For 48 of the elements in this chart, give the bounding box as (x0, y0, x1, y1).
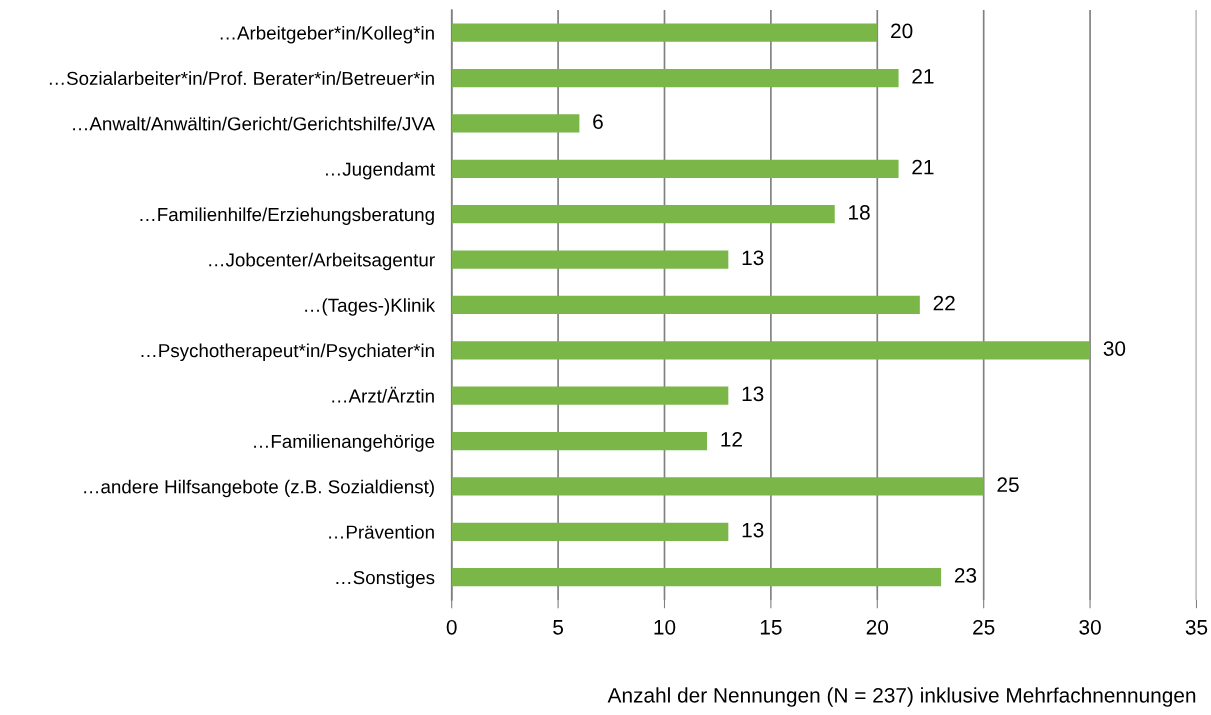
data-label: 13 (742, 386, 764, 402)
bar (451, 23, 878, 42)
bar (451, 295, 920, 315)
x-tick-label: 15 (760, 620, 782, 635)
y-tick-label: …Anwalt/Anwältin/Gericht/Gerichtshilfe/JVA (73, 116, 436, 131)
x-tick-label: 0 (446, 619, 457, 635)
bar (451, 205, 835, 224)
y-tick-label: …Psychotherapeut*in/Psychiater*in (141, 343, 434, 362)
x-axis-title: Anzahl der Nennungen (N = 237) inklusive Mehrfachnennungen (607, 687, 1196, 707)
data-label: 13 (742, 522, 764, 538)
y-tick-label: …Arbeitgeber*in/Kolleg*in (220, 25, 434, 44)
bar (451, 69, 899, 88)
y-tick-label: …Sonstiges (336, 570, 435, 588)
bar (451, 386, 729, 405)
y-tick-label: …Jugendamt (326, 162, 435, 180)
bar (451, 159, 899, 178)
data-label: 13 (742, 250, 764, 266)
data-label: 12 (721, 431, 742, 447)
bar (451, 114, 580, 133)
data-label: 18 (849, 205, 870, 220)
x-tick-label: 30 (1079, 619, 1101, 635)
x-tick-label: 5 (553, 620, 564, 635)
bar (451, 522, 729, 541)
x-tick-label: 35 (1185, 619, 1208, 635)
y-tick-label: …Arzt/Ärztin (332, 386, 434, 403)
y-tick-label: …Sozialarbeiter*in/Prof. Berater*in/Betreuer*in (49, 71, 434, 86)
data-label: 20 (891, 23, 913, 39)
y-tick-label: …Familienhilfe/Erziehungsberatung (140, 207, 434, 225)
x-tick-label: 20 (866, 619, 889, 635)
x-tick-label: 10 (654, 619, 676, 635)
data-label: 22 (933, 295, 955, 311)
data-label: 25 (997, 477, 1019, 493)
y-tick-label: …andere Hilfsangebote (z.B. Sozialdienst) (84, 479, 434, 498)
y-tick-label: …Familienangehörige (254, 434, 435, 452)
bar (451, 568, 942, 587)
x-tick-label: 25 (973, 619, 995, 635)
bar (451, 250, 729, 269)
bar (451, 432, 708, 451)
bar (451, 341, 1091, 360)
bar (451, 477, 984, 496)
data-label: 21 (912, 159, 934, 175)
y-tick-label: …(Tages-)Klinik (305, 298, 436, 316)
data-label: 23 (954, 568, 977, 583)
y-tick-label: …Jobcenter/Arbeitsagentur (209, 252, 435, 271)
data-label: 6 (593, 114, 603, 130)
data-label: 21 (912, 68, 934, 84)
y-tick-label: …Prävention (329, 525, 434, 539)
data-label: 30 (1103, 341, 1126, 356)
